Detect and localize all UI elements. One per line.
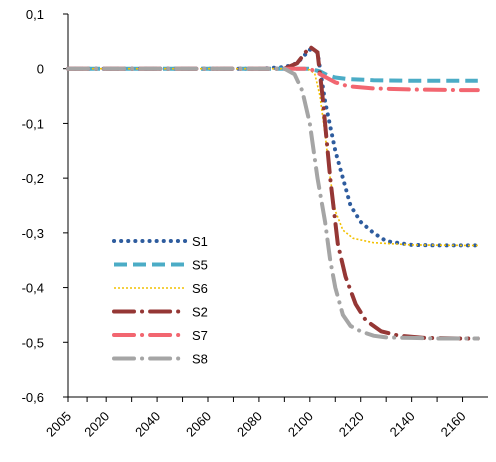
- series-line-s5: [68, 66, 478, 83]
- y-tick-label: -0,4: [22, 281, 44, 296]
- y-tick-label: -0,2: [22, 171, 44, 186]
- legend: S1 S5 S6 S2 S7 S8: [112, 234, 208, 367]
- y-tick-label: -0,3: [22, 226, 44, 241]
- legend-label-s8: S8: [192, 352, 208, 367]
- x-tick-label: 2040: [132, 409, 163, 440]
- x-tick-label: 2005: [43, 409, 74, 440]
- y-tick-label: 0,1: [26, 7, 44, 22]
- x-tick-label: 2160: [438, 409, 469, 440]
- y-tick-label: -0,6: [22, 390, 44, 405]
- x-tick-label: 2080: [234, 409, 265, 440]
- x-tick-label: 2060: [183, 409, 214, 440]
- legend-label-s1: S1: [192, 234, 208, 249]
- x-tick-label: 2020: [81, 409, 112, 440]
- y-tick-label: -0,5: [22, 335, 44, 350]
- x-tick-label: 2120: [336, 409, 367, 440]
- series-line-s8: [66, 66, 480, 341]
- x-tick-label: 2140: [387, 409, 418, 440]
- legend-label-s5: S5: [192, 258, 208, 273]
- x-tick-label: 2100: [285, 409, 316, 440]
- legend-label-s6: S6: [192, 281, 208, 296]
- y-tick-label: 0: [37, 62, 44, 77]
- y-tick-label: -0,1: [22, 116, 44, 131]
- series-group: [66, 44, 480, 341]
- series-line-s6: [68, 67, 478, 247]
- legend-label-s7: S7: [192, 328, 208, 343]
- legend-label-s2: S2: [192, 305, 208, 320]
- axes: 0,1 0 -0,1 -0,2 -0,3 -0,4 -0,5 -0,6 2005 2020 2040…: [22, 7, 488, 440]
